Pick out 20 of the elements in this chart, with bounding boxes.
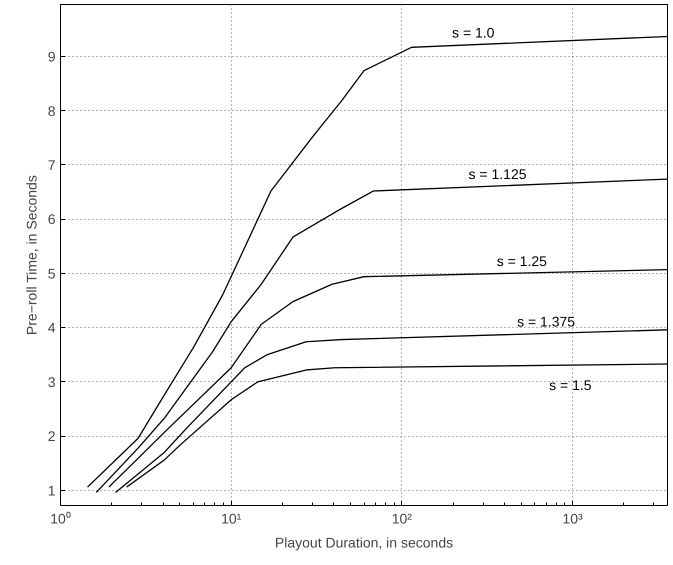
- x-tick-label: 10¹: [221, 510, 242, 526]
- series-label: s = 1.375: [517, 313, 576, 330]
- series-label: s = 1.125: [468, 166, 527, 182]
- series-label: s = 1.25: [496, 253, 548, 270]
- y-tick-label: 3: [48, 374, 56, 390]
- series-label: s = 1.5: [549, 377, 592, 394]
- x-tick-label: 10⁰: [50, 510, 71, 526]
- y-tick-label: 9: [48, 48, 56, 65]
- y-tick-label: 8: [48, 102, 56, 119]
- y-tick-label: 4: [48, 320, 56, 336]
- y-tick-label: 2: [48, 428, 56, 444]
- y-tick-label: 1: [48, 482, 56, 498]
- y-tick-label: 5: [48, 265, 56, 282]
- x-tick-label: 10²: [392, 510, 412, 526]
- x-tick-label: 10³: [562, 510, 584, 526]
- y-axis-title: Pre−roll Time, in Seconds: [24, 175, 40, 336]
- y-tick-label: 6: [48, 211, 56, 228]
- x-axis-title: Playout Duration, in seconds: [274, 534, 454, 550]
- series-label: s = 1.0: [452, 24, 495, 41]
- y-tick-label: 7: [48, 156, 56, 173]
